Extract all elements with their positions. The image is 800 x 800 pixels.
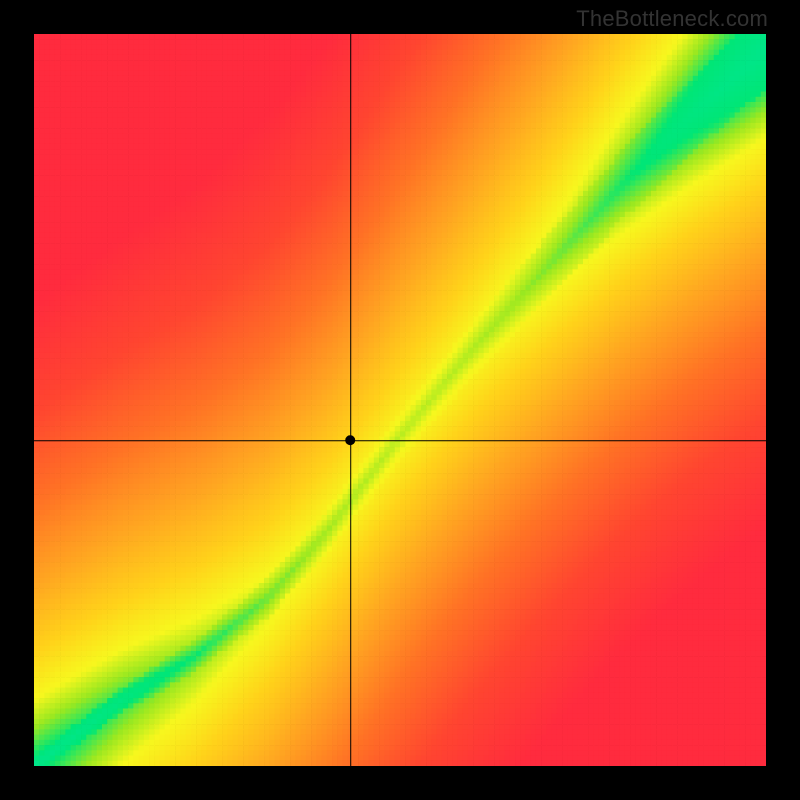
bottleneck-heatmap [34, 34, 766, 766]
watermark-text: TheBottleneck.com [576, 6, 768, 32]
heatmap-canvas [34, 34, 766, 766]
